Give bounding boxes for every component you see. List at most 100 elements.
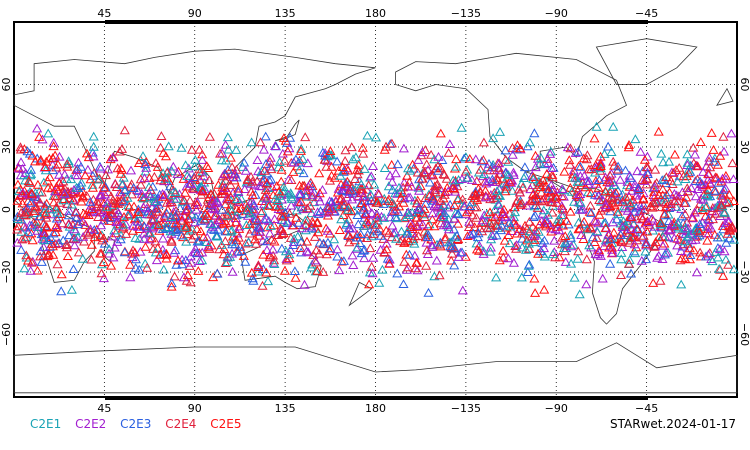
- observation-triangle: [409, 238, 420, 248]
- observation-triangle: [59, 169, 70, 179]
- observation-triangle: [28, 208, 39, 217]
- observation-triangle: [487, 231, 498, 240]
- observation-triangle: [485, 165, 496, 175]
- observation-triangle: [206, 189, 217, 199]
- observation-triangle: [153, 220, 164, 230]
- observation-triangle: [431, 255, 442, 265]
- observation-triangle: [310, 255, 321, 265]
- observation-triangle: [600, 172, 611, 182]
- observation-triangle: [35, 154, 46, 164]
- observation-triangle: [356, 248, 367, 258]
- observation-triangle: [85, 196, 96, 206]
- observation-triangle: [559, 246, 570, 256]
- observation-triangle: [263, 183, 274, 192]
- observation-triangle: [620, 192, 631, 202]
- observation-triangle: [189, 161, 200, 171]
- observation-triangle: [339, 181, 350, 191]
- observation-triangle: [565, 229, 576, 239]
- observation-triangle: [381, 244, 392, 254]
- observation-triangle: [574, 289, 585, 299]
- observation-triangle: [514, 187, 525, 197]
- observation-triangle: [198, 186, 209, 196]
- observation-triangle: [312, 216, 323, 226]
- observation-triangle: [12, 224, 23, 234]
- observation-triangle: [336, 193, 347, 203]
- observation-triangle: [604, 242, 615, 252]
- observation-triangle: [307, 189, 318, 199]
- right-lat-label: −30: [738, 260, 750, 283]
- observation-triangle: [201, 161, 212, 170]
- observation-triangle: [252, 215, 264, 225]
- observation-triangle: [264, 156, 275, 166]
- observation-triangle: [32, 225, 43, 235]
- observation-triangle: [680, 223, 691, 233]
- observation-triangle: [595, 196, 607, 206]
- observation-triangle: [503, 156, 514, 166]
- observation-triangle: [106, 260, 117, 270]
- observation-triangle: [81, 190, 92, 200]
- observation-triangle: [657, 240, 668, 250]
- observation-triangle: [419, 209, 430, 219]
- observation-triangle: [573, 224, 584, 234]
- observation-triangle: [295, 146, 306, 155]
- observation-triangle: [142, 262, 153, 272]
- observation-triangle: [503, 253, 514, 263]
- observation-triangle: [710, 208, 721, 218]
- observation-triangle: [572, 177, 583, 186]
- observation-triangle: [302, 158, 313, 168]
- observation-triangle: [650, 237, 661, 247]
- observation-triangle: [658, 157, 669, 167]
- observation-triangle: [284, 208, 295, 218]
- observation-triangle: [363, 218, 374, 228]
- observation-triangle: [249, 213, 260, 223]
- observation-triangle: [453, 193, 464, 203]
- observation-triangle: [703, 249, 714, 259]
- observation-triangle: [489, 204, 500, 214]
- observation-triangle: [517, 242, 528, 252]
- observation-triangle: [324, 175, 336, 185]
- observation-triangle: [103, 248, 115, 258]
- observation-triangle: [249, 216, 260, 226]
- observation-triangle: [482, 222, 493, 232]
- observation-triangle: [477, 215, 488, 225]
- observation-triangle: [166, 236, 177, 246]
- observation-triangle: [433, 151, 444, 161]
- observation-triangle: [511, 243, 522, 253]
- observation-triangle: [353, 219, 364, 229]
- observation-triangle: [172, 168, 183, 178]
- observation-triangle: [608, 227, 619, 237]
- observation-triangle: [434, 239, 445, 249]
- observation-triangle: [561, 238, 572, 248]
- observation-triangle: [709, 156, 720, 166]
- observation-triangle: [49, 186, 61, 196]
- observation-triangle: [522, 267, 533, 276]
- observation-triangle: [96, 220, 107, 230]
- top-lon-label: −90: [545, 7, 568, 20]
- observation-triangle: [247, 176, 258, 186]
- observation-triangle: [155, 175, 166, 185]
- observation-triangle: [56, 286, 67, 296]
- observation-triangle: [261, 213, 272, 223]
- observation-triangle: [82, 164, 93, 174]
- observation-triangle: [209, 204, 220, 214]
- observation-triangle: [710, 186, 721, 196]
- observation-triangle: [48, 137, 59, 147]
- observation-triangle: [697, 203, 708, 213]
- observation-triangle: [179, 210, 190, 220]
- observation-triangle: [234, 197, 245, 206]
- observation-triangle: [83, 229, 94, 239]
- observation-triangle: [253, 266, 264, 276]
- observation-triangle: [297, 154, 308, 163]
- observation-triangle: [615, 270, 627, 279]
- observation-triangle: [556, 210, 567, 219]
- observation-triangle: [197, 149, 208, 159]
- observation-triangle: [714, 263, 725, 273]
- observation-triangle: [158, 168, 169, 178]
- observation-triangle: [709, 185, 720, 195]
- observation-triangle: [269, 255, 280, 265]
- observation-triangle: [72, 219, 83, 229]
- observation-triangle: [264, 228, 275, 238]
- observation-triangle: [52, 259, 63, 269]
- observation-triangle: [372, 197, 383, 207]
- observation-triangle: [207, 203, 218, 213]
